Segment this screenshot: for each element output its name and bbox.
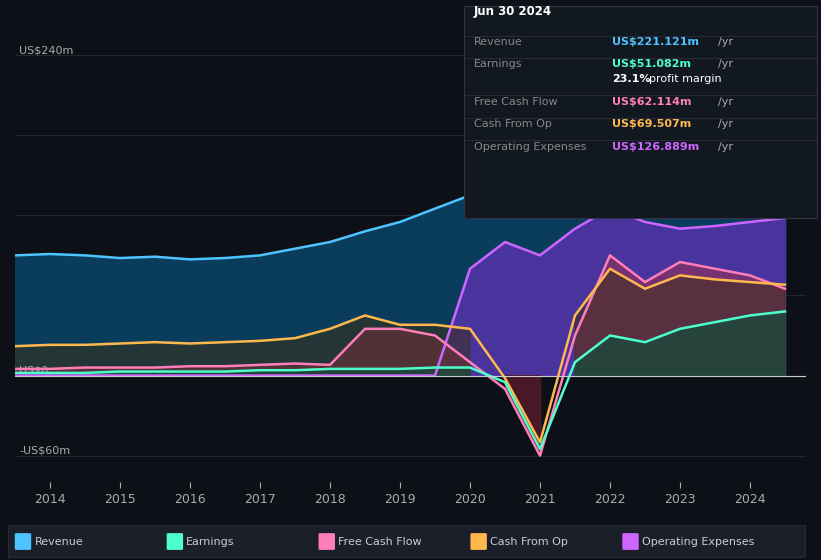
Text: -US$60m: -US$60m xyxy=(19,446,70,456)
Text: /yr: /yr xyxy=(718,97,733,107)
Text: Operating Expenses: Operating Expenses xyxy=(474,142,586,152)
Text: Cash From Op: Cash From Op xyxy=(490,537,568,547)
Text: US$62.114m: US$62.114m xyxy=(612,97,691,107)
Text: /yr: /yr xyxy=(718,37,733,47)
Text: US$240m: US$240m xyxy=(19,45,73,55)
Text: Free Cash Flow: Free Cash Flow xyxy=(338,537,422,547)
Text: Earnings: Earnings xyxy=(474,59,522,69)
Text: Jun 30 2024: Jun 30 2024 xyxy=(474,5,552,18)
Text: /yr: /yr xyxy=(718,59,733,69)
Text: US$126.889m: US$126.889m xyxy=(612,142,699,152)
Text: US$221.121m: US$221.121m xyxy=(612,37,699,47)
Text: Cash From Op: Cash From Op xyxy=(474,119,552,129)
Text: /yr: /yr xyxy=(718,142,733,152)
Text: 23.1%: 23.1% xyxy=(612,74,650,85)
Text: US$0: US$0 xyxy=(19,366,48,376)
Text: Free Cash Flow: Free Cash Flow xyxy=(474,97,557,107)
Text: Operating Expenses: Operating Expenses xyxy=(642,537,754,547)
Text: Earnings: Earnings xyxy=(186,537,235,547)
Text: profit margin: profit margin xyxy=(649,74,721,85)
Text: /yr: /yr xyxy=(718,119,733,129)
Text: Revenue: Revenue xyxy=(474,37,522,47)
Text: US$69.507m: US$69.507m xyxy=(612,119,691,129)
Text: US$51.082m: US$51.082m xyxy=(612,59,690,69)
Text: Revenue: Revenue xyxy=(34,537,83,547)
